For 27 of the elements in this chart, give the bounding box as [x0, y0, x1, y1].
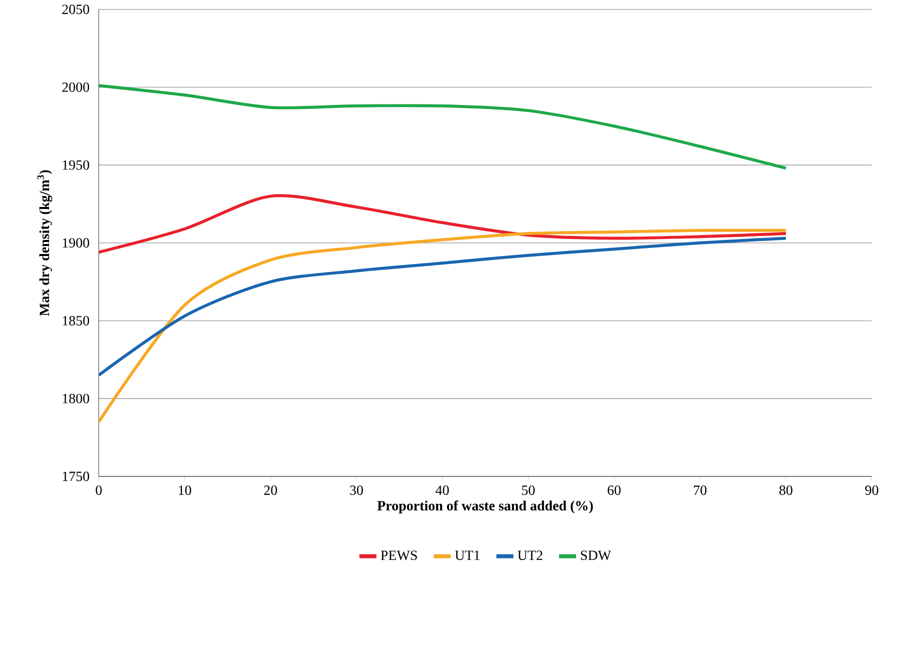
y-tick-label: 2000 [62, 82, 90, 92]
y-tick-label: 1950 [62, 160, 90, 170]
legend-label: UT2 [518, 550, 542, 560]
x-tick-label: 20 [264, 485, 278, 495]
line-series [98, 228, 788, 424]
x-tick-label: 30 [350, 485, 363, 495]
x-tick-label: 60 [608, 485, 621, 495]
x-tick-label: 10 [178, 485, 192, 495]
y-tick-label: 1800 [62, 394, 90, 404]
line-series [98, 84, 788, 170]
y-tick-label: 2050 [62, 4, 90, 14]
x-tick-label: 40 [436, 485, 449, 495]
y-tick-label: 1900 [62, 238, 90, 248]
legend-label: PEWS [380, 550, 417, 560]
x-tick-label: 80 [779, 485, 792, 495]
y-axis-title: Max dry density (kg/m$^{3}$) [37, 170, 52, 316]
line-series [98, 194, 788, 254]
y-tick-label: 1750 [62, 472, 90, 482]
x-tick-label: 50 [522, 485, 535, 495]
legend-label: SDW [580, 550, 612, 560]
x-axis-title: Proportion of waste sand added (%) [377, 500, 593, 514]
x-tick-label: 70 [694, 485, 706, 495]
y-tick-label: 1850 [62, 316, 90, 326]
x-tick-label: 0 [96, 485, 102, 495]
line-series [98, 236, 788, 377]
x-tick-label: 90 [865, 485, 878, 495]
legend-label: UT1 [455, 550, 480, 560]
